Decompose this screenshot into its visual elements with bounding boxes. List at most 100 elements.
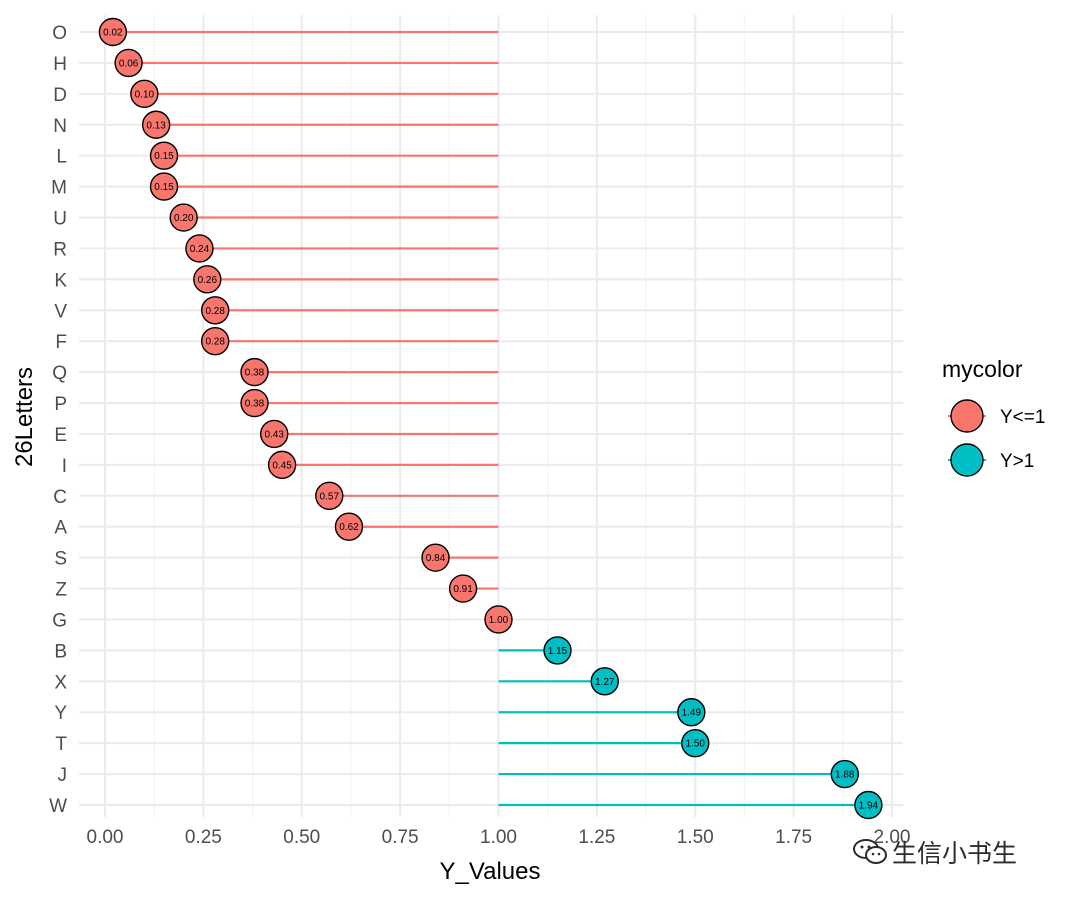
data-label: 1.15 <box>548 646 568 657</box>
data-label: 0.15 <box>154 151 174 162</box>
y-tick-label: I <box>62 456 67 477</box>
lollipop-point <box>149 141 179 170</box>
lollipop-points <box>98 17 883 820</box>
data-label: 0.06 <box>119 58 139 69</box>
data-label: 0.62 <box>339 522 359 533</box>
lollipop-point <box>543 636 572 665</box>
lollipop-point <box>260 419 289 449</box>
lollipop-point <box>193 265 222 294</box>
x-tick-label: 2.00 <box>874 827 911 848</box>
legend-key-point <box>950 399 984 433</box>
lollipop-stems <box>112 30 869 807</box>
data-label: 0.10 <box>135 89 155 100</box>
data-label: 0.43 <box>264 429 284 440</box>
data-label: 0.28 <box>205 306 225 317</box>
lollipop-point <box>421 543 450 572</box>
data-label: 1.88 <box>835 770 855 781</box>
data-label: 0.91 <box>453 584 473 595</box>
y-axis-title: 26Letters <box>11 367 38 467</box>
lollipop-point <box>141 110 171 139</box>
y-tick-label: P <box>54 394 67 415</box>
y-tick-label: Q <box>52 363 67 384</box>
data-label: 1.27 <box>595 677 615 688</box>
data-label: 0.24 <box>190 244 210 255</box>
y-tick-label: K <box>54 270 67 291</box>
data-label: 1.00 <box>489 615 509 626</box>
x-tick-label: 0.25 <box>185 827 222 848</box>
data-label: 0.20 <box>174 213 194 224</box>
y-tick-label: V <box>54 301 67 322</box>
lollipop-point <box>200 296 230 325</box>
data-label: 0.38 <box>245 399 265 410</box>
y-tick-label: W <box>49 796 67 817</box>
watermark-text: 生信小书生 <box>892 839 1018 868</box>
y-tick-label: N <box>53 116 67 137</box>
data-label: 1.49 <box>682 708 702 719</box>
y-tick-label: D <box>53 85 67 106</box>
y-tick-label: G <box>52 610 67 631</box>
grid <box>79 15 903 817</box>
lollipop-point <box>484 605 513 634</box>
lollipop-point <box>681 728 710 758</box>
x-axis-ticks: 0.00 0.25 0.50 0.75 1.00 1.25 1.50 1.75 2.00 <box>87 827 911 848</box>
lollipop-point <box>200 327 230 356</box>
lollipop-point <box>185 234 214 263</box>
lollipop-point <box>149 172 179 201</box>
legend-label: Y<=1 <box>1000 407 1045 428</box>
lollipop-point <box>240 357 269 387</box>
lollipop-point <box>114 48 143 78</box>
wechat-icon <box>853 839 887 864</box>
y-tick-label: L <box>56 147 67 168</box>
lollipop-point <box>677 698 706 727</box>
legend: mycolor Y<=1 Y>1 <box>942 356 1045 477</box>
y-tick-label: A <box>54 518 67 539</box>
y-tick-label: C <box>53 487 67 508</box>
y-tick-label: M <box>51 178 67 199</box>
data-label: 0.57 <box>320 491 340 502</box>
y-tick-label: B <box>54 641 67 662</box>
legend-title: mycolor <box>942 356 1023 382</box>
y-tick-label: Y <box>54 703 67 724</box>
y-tick-label: T <box>55 734 67 755</box>
data-label: 0.02 <box>103 28 123 39</box>
lollipop-point <box>240 388 269 418</box>
legend-key-point <box>950 443 984 477</box>
y-tick-label: X <box>54 672 67 693</box>
data-label: 0.38 <box>245 368 265 379</box>
y-tick-label: R <box>53 239 67 260</box>
lollipop-point <box>854 790 883 820</box>
lollipop-point <box>830 759 859 789</box>
lollipop-point <box>590 667 619 696</box>
y-tick-label: F <box>55 332 67 353</box>
lollipop-point <box>267 450 297 480</box>
data-label: 1.50 <box>686 739 706 750</box>
lollipop-point <box>448 574 478 603</box>
y-tick-label: H <box>53 54 67 75</box>
data-label: 0.84 <box>426 553 446 564</box>
data-label: 0.26 <box>198 275 218 286</box>
x-tick-label: 1.25 <box>578 827 615 848</box>
x-axis-title: Y_Values <box>440 858 541 885</box>
lollipop-point <box>130 79 159 109</box>
lollipop-point <box>315 481 344 510</box>
y-tick-label: S <box>54 549 67 570</box>
y-tick-label: E <box>54 425 67 446</box>
x-tick-label: 0.50 <box>283 827 320 848</box>
x-tick-label: 1.75 <box>775 827 812 848</box>
x-tick-label: 1.00 <box>480 827 517 848</box>
data-label: 0.15 <box>154 182 174 193</box>
watermark: 生信小书生 <box>852 834 1017 870</box>
lollipop-point <box>169 203 198 232</box>
lollipop-point <box>334 512 364 541</box>
data-label: 1.94 <box>859 801 879 812</box>
x-tick-label: 0.75 <box>382 827 419 848</box>
data-labels: 0.02 0.06 0.10 0.13 0.15 0.15 0.20 0.24 0.26 0.28… <box>103 28 878 812</box>
y-tick-label: J <box>58 765 68 786</box>
y-tick-label: Z <box>55 580 67 601</box>
data-label: 0.28 <box>205 337 225 348</box>
x-tick-label: 0.00 <box>87 827 124 848</box>
legend-label: Y>1 <box>1000 451 1034 472</box>
data-label: 0.13 <box>146 120 166 131</box>
